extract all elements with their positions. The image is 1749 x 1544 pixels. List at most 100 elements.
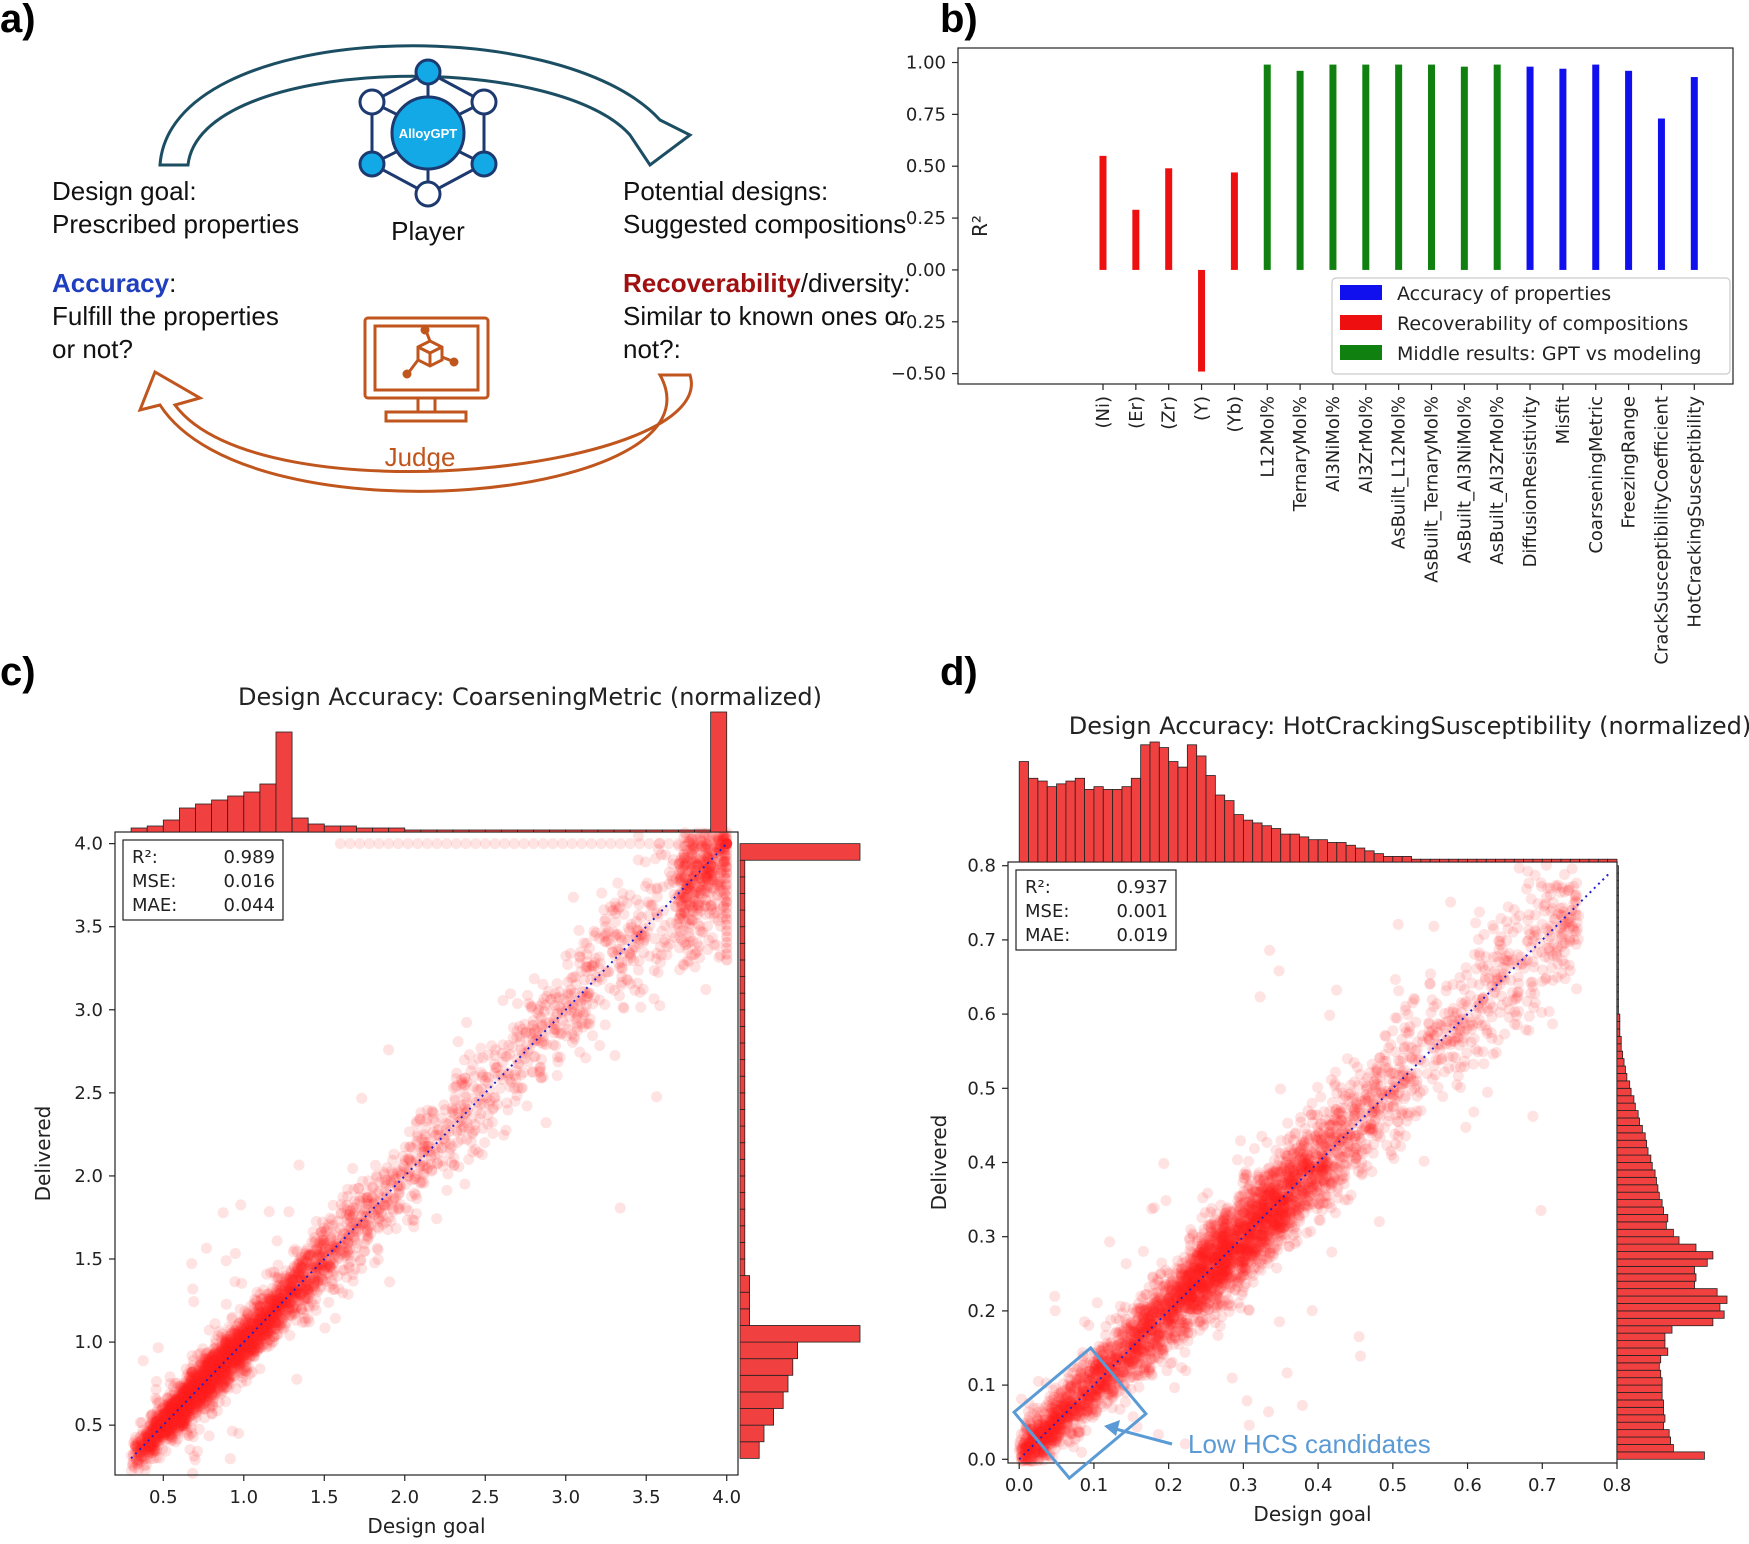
scatter-point	[711, 831, 723, 843]
scatter-point	[254, 1323, 266, 1335]
chart-b-bar	[1690, 77, 1698, 270]
chart-c-right-hist-bar	[739, 1275, 751, 1293]
scatter-point	[220, 1255, 232, 1267]
scatter-point	[1232, 1154, 1243, 1166]
chart-c-xtick-label: 3.0	[551, 1487, 580, 1508]
scatter-point	[312, 1262, 324, 1274]
scatter-point	[418, 1146, 430, 1158]
scatter-point	[235, 1199, 247, 1211]
scatter-point	[232, 1359, 244, 1371]
scatter-point	[254, 1363, 266, 1375]
scatter-point	[521, 1046, 533, 1057]
scatter-point	[591, 971, 602, 983]
chart-b-legend-label: Accuracy of properties	[1397, 283, 1611, 305]
chart-c-ytick-label: 1.5	[74, 1249, 103, 1270]
scatter-point	[231, 1348, 243, 1360]
scatter-point	[133, 1453, 145, 1465]
scatter-point	[599, 1019, 611, 1031]
scatter-point	[684, 871, 696, 883]
chart-c-top-hist-bar	[645, 829, 663, 833]
chart-b-xtick-label: AsBuilt_TernaryMol%	[1422, 396, 1443, 583]
scatter-point	[258, 1297, 270, 1309]
chart-c-top-hist-bar	[275, 731, 293, 833]
scatter-point	[388, 1171, 400, 1183]
scatter-point	[588, 960, 600, 972]
scatter-point	[701, 838, 713, 850]
chart-c-ytick-label: 2.0	[74, 1166, 103, 1187]
scatter-point	[610, 931, 621, 942]
chart-c-ytick-label: 3.0	[74, 1000, 103, 1021]
scatter-point	[470, 838, 482, 850]
scatter-point	[406, 1190, 417, 1202]
chart-c-top-hist-bar	[404, 829, 422, 833]
scatter-point	[177, 1402, 189, 1414]
scatter-point	[280, 1310, 291, 1322]
chart-c-xtick-label: 1.5	[310, 1487, 339, 1508]
chart-b-xtick-label: AsBuilt_Al3NiMol%	[1454, 396, 1475, 563]
chart-b-legend-swatch	[1340, 315, 1382, 330]
chart-c-top-hist-bar	[195, 803, 212, 833]
scatter-point	[431, 838, 443, 850]
scatter-point	[692, 838, 704, 850]
scatter-point	[421, 838, 433, 850]
chart-c-top-hist-bar	[694, 829, 712, 833]
scatter-point	[271, 1289, 283, 1301]
scatter-point	[615, 979, 627, 991]
scatter-point	[536, 1019, 548, 1031]
chart-c-right-hist-bar	[739, 1258, 746, 1277]
scatter-point	[711, 840, 723, 852]
scatter-point	[710, 906, 722, 918]
chart-c-stat-value: 0.016	[223, 871, 275, 892]
scatter-point	[344, 838, 356, 850]
chart-c-xtick-label: 1.0	[229, 1487, 258, 1508]
chart-c-top-hist-bar	[420, 829, 438, 833]
scatter-point	[576, 838, 588, 850]
scatter-point	[187, 1366, 199, 1378]
scatter-point	[574, 957, 586, 969]
scatter-point	[609, 908, 621, 920]
scatter-point	[229, 1248, 241, 1259]
scatter-point	[500, 1124, 512, 1136]
scatter-point	[382, 1224, 394, 1236]
chart-c-right-hist-bar	[739, 1441, 760, 1459]
scatter-point	[242, 1349, 254, 1361]
scatter-point	[651, 891, 663, 903]
scatter-point	[275, 1299, 287, 1310]
chart-c-top-hist-bar	[211, 799, 229, 833]
scatter-point	[567, 891, 579, 903]
chart-c-right-hist-bar	[739, 1059, 746, 1077]
chart-c-right-hist-bar	[739, 876, 746, 894]
scatter-point	[570, 1018, 582, 1030]
chart-c-stat-label: MSE:	[132, 871, 176, 892]
scatter-point	[202, 1360, 214, 1372]
scatter-point	[144, 1418, 156, 1430]
scatter-point	[269, 1317, 281, 1329]
scatter-point	[158, 1410, 170, 1422]
scatter-point	[342, 1183, 354, 1195]
accuracy-line3: or not?	[52, 334, 133, 364]
chart-c-top-hist-bar	[243, 791, 261, 833]
scatter-point	[499, 838, 511, 850]
chart-c-right-hist-bar	[739, 992, 746, 1011]
scatter-point	[285, 1297, 297, 1309]
scatter-point	[441, 1184, 453, 1196]
scatter-point	[155, 1426, 167, 1438]
scatter-point	[383, 838, 395, 850]
scatter-point	[437, 1160, 449, 1172]
scatter-point	[716, 864, 728, 876]
scatter-point	[201, 1394, 212, 1406]
scatter-point	[288, 1302, 300, 1314]
scatter-point	[274, 1283, 286, 1295]
chart-c-right-hist-bar	[739, 1075, 746, 1094]
scatter-point	[639, 856, 651, 868]
scatter-point	[392, 1179, 404, 1191]
chart-c-right-hist-bar	[739, 1308, 751, 1326]
scatter-point	[223, 1371, 235, 1383]
scatter-point	[1281, 1367, 1293, 1379]
scatter-point	[166, 1404, 178, 1416]
scatter-point	[189, 1391, 201, 1403]
scatter-point	[146, 1423, 158, 1435]
scatter-point	[547, 1023, 559, 1035]
scatter-point	[509, 1095, 521, 1107]
